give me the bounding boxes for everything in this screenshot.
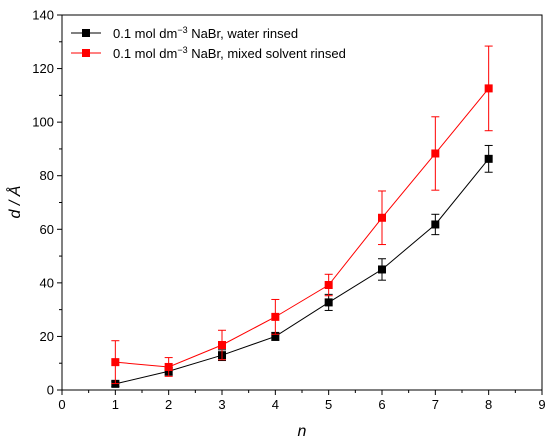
- data-point: [431, 220, 440, 229]
- x-tick-label: 9: [538, 397, 545, 412]
- series-line: [115, 88, 490, 368]
- x-tick-label: 6: [378, 397, 385, 412]
- legend-marker: [82, 49, 90, 57]
- data-point: [378, 213, 386, 222]
- x-tick-label: 5: [325, 397, 332, 412]
- y-tick-label: 100: [32, 115, 54, 130]
- x-tick-label: 8: [485, 397, 492, 412]
- data-point: [431, 149, 440, 158]
- legend: 0.1 mol dm−3 NaBr, water rinsed 0.1 mol d…: [71, 25, 346, 61]
- y-tick-label: 20: [40, 329, 54, 344]
- y-axis-title: d / Å: [5, 186, 24, 219]
- series-line: [115, 158, 490, 385]
- plot-frame: [61, 14, 543, 391]
- x-tick-label: 1: [112, 397, 119, 412]
- axes: 0 1 2 3 4 5 6 7 8 9 0 20 40 60 80 100 120 140: [32, 8, 545, 413]
- data-point: [324, 298, 333, 307]
- data-point: [484, 154, 493, 163]
- x-tick-label: 2: [165, 397, 172, 412]
- x-axis-title: n: [298, 423, 307, 440]
- legend-label: 0.1 mol dm−3 NaBr, water rinsed: [113, 25, 298, 41]
- legend-entry-2: 0.1 mol dm−3 NaBr, mixed solvent rinsed: [71, 45, 346, 61]
- x-tick-label: 4: [272, 397, 279, 412]
- x-tick-label: 7: [432, 397, 439, 412]
- data-point: [271, 332, 280, 341]
- data-point: [111, 358, 120, 367]
- series-2: [111, 45, 493, 385]
- legend-marker: [82, 29, 90, 37]
- series-layer: [111, 45, 493, 388]
- data-point: [164, 362, 173, 371]
- legend-entry-1: 0.1 mol dm−3 NaBr, water rinsed: [71, 25, 298, 41]
- y-tick-label: 120: [32, 61, 54, 76]
- legend-label: 0.1 mol dm−3 NaBr, mixed solvent rinsed: [113, 45, 346, 61]
- y-tick-label: 140: [32, 8, 54, 23]
- data-point: [324, 281, 333, 289]
- y-tick-label: 60: [40, 222, 54, 237]
- x-tick-label: 0: [58, 397, 65, 412]
- data-point: [271, 312, 280, 321]
- y-tick-label: 80: [40, 168, 54, 183]
- data-point: [484, 84, 493, 93]
- y-tick-label: 0: [47, 383, 54, 398]
- y-tick-label: 40: [40, 275, 54, 290]
- data-point: [378, 265, 386, 274]
- x-tick-label: 3: [218, 397, 225, 412]
- data-point: [218, 341, 226, 349]
